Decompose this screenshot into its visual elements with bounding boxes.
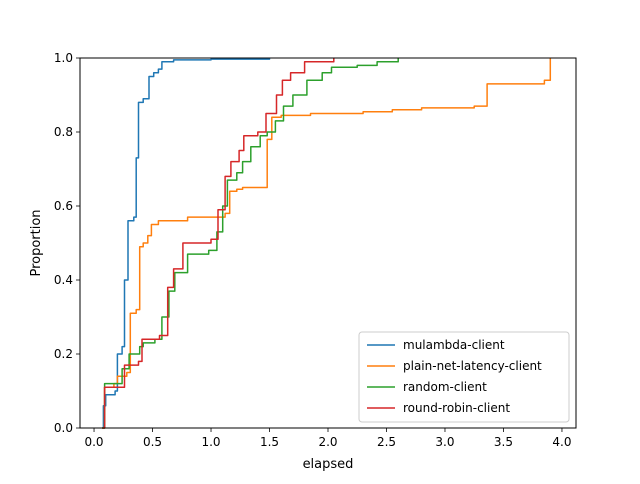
series-line-round-robin-client — [102, 58, 335, 429]
x-tick-label: 3.5 — [494, 435, 513, 449]
series-line-plain-net-latency-client — [102, 58, 552, 429]
x-tick-label: 4.0 — [552, 435, 571, 449]
x-tick-label: 0.0 — [84, 435, 103, 449]
legend-label: plain-net-latency-client — [403, 359, 542, 373]
x-tick-label: 1.5 — [260, 435, 279, 449]
x-tick-label: 2.5 — [377, 435, 396, 449]
series-line-mulambda-client — [102, 58, 271, 429]
y-tick-label: 0.2 — [54, 347, 73, 361]
y-tick-label: 0.6 — [54, 199, 73, 213]
legend-label: mulambda-client — [403, 338, 505, 352]
y-tick-label: 0.4 — [54, 273, 73, 287]
legend-box — [358, 331, 570, 423]
x-tick-label: 3.0 — [435, 435, 454, 449]
x-axis-label: elapsed — [303, 457, 354, 472]
legend: mulambda-client plain-net-latency-client r… — [358, 331, 570, 423]
y-tick-label: 0.0 — [54, 421, 73, 435]
x-axis-ticks: 0.0 0.5 1.0 1.5 2.0 2.5 3.0 3.5 4.0 — [84, 428, 572, 449]
x-tick-label: 2.0 — [318, 435, 337, 449]
series-lines — [102, 58, 552, 429]
y-axis-ticks: 0.0 0.2 0.4 0.6 0.8 1.0 — [54, 51, 80, 435]
legend-label: random-client — [403, 380, 487, 394]
y-tick-label: 0.8 — [54, 125, 73, 139]
x-tick-label: 0.5 — [143, 435, 162, 449]
y-axis-label: Proportion — [29, 209, 44, 276]
y-tick-label: 1.0 — [54, 51, 73, 65]
x-tick-label: 1.0 — [201, 435, 220, 449]
legend-label: round-robin-client — [403, 401, 510, 415]
